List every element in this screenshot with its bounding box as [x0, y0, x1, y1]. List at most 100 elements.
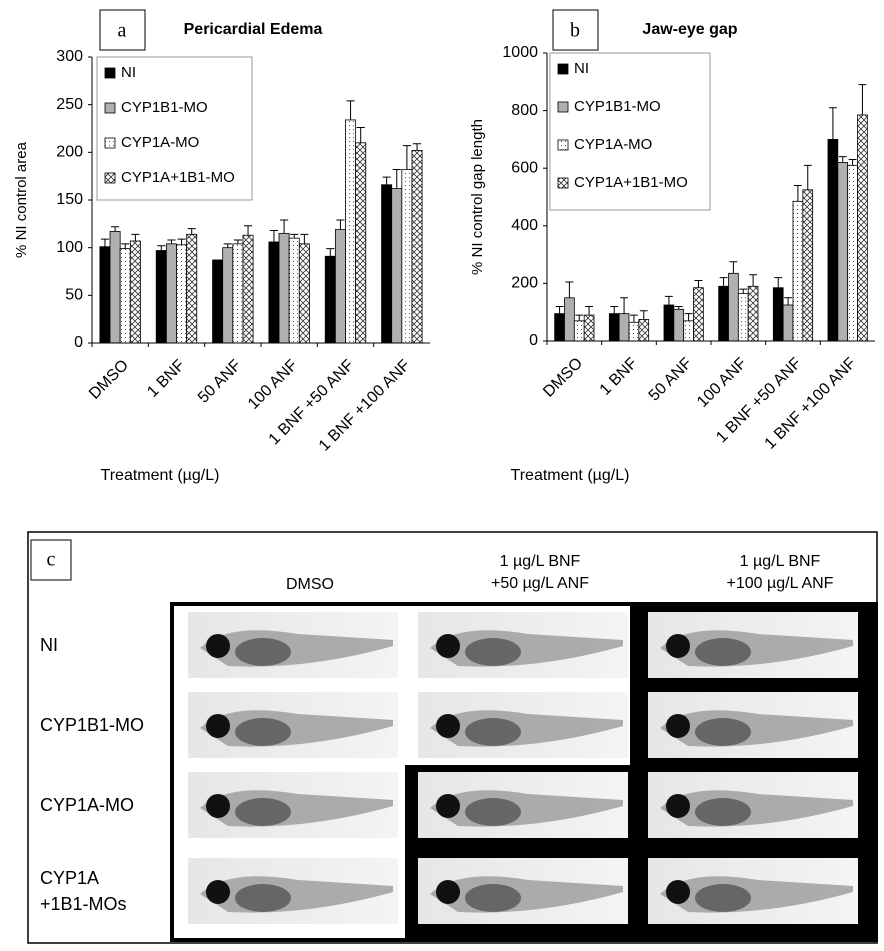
- legend-box: [96, 56, 253, 201]
- larva-yolk: [695, 798, 751, 826]
- error-bar: [187, 228, 196, 235]
- x-tick-label: 50 ANF: [195, 357, 245, 407]
- y-tick-label: 800: [511, 102, 538, 119]
- bar: [782, 304, 794, 342]
- bar: [802, 189, 814, 342]
- larva-yolk: [235, 718, 291, 746]
- larva-eye: [666, 880, 690, 904]
- larva-yolk: [235, 638, 291, 666]
- x-tick-label: 100 ANF: [245, 357, 301, 413]
- y-tick-label: 50: [65, 287, 83, 304]
- bar: [232, 243, 244, 344]
- y-tick-label: 200: [511, 275, 538, 292]
- row-label: CYP1A-MO: [40, 795, 134, 815]
- error-bar: [269, 230, 279, 242]
- error-bar: [111, 226, 120, 232]
- error-bar: [684, 313, 693, 321]
- x-tick-label: 1 BNF +100 ANF: [762, 355, 860, 453]
- panel-letter-box: [99, 9, 146, 51]
- larva-yolk: [465, 718, 521, 746]
- bar: [176, 244, 188, 344]
- bar: [837, 162, 849, 342]
- bar: [212, 259, 224, 344]
- error-bar: [664, 295, 673, 305]
- error-bar: [346, 100, 355, 120]
- bar: [109, 231, 121, 344]
- bar: [564, 297, 575, 342]
- larva-yolk: [695, 638, 751, 666]
- bar: [268, 241, 280, 344]
- column-header: DMSO: [286, 576, 334, 593]
- legend-label: CYP1A+1B1-MO: [121, 169, 235, 186]
- error-bar: [803, 164, 812, 190]
- row-label: CYP1B1-MO: [40, 715, 144, 735]
- bar: [728, 272, 739, 342]
- larva-eye: [666, 714, 690, 738]
- row-label: CYP1A: [40, 868, 99, 888]
- error-bar: [674, 305, 683, 310]
- bar: [554, 313, 565, 342]
- bar: [673, 308, 685, 342]
- x-tick-label: DMSO: [540, 355, 586, 401]
- error-bar: [729, 261, 738, 274]
- bar: [355, 142, 367, 344]
- bar: [401, 169, 413, 344]
- bar: [278, 232, 290, 344]
- y-tick-label: 250: [56, 96, 83, 113]
- error-bar: [121, 243, 130, 249]
- error-bar: [356, 127, 365, 143]
- error-bar: [639, 310, 648, 320]
- x-tick-label: 1 BNF: [144, 357, 188, 401]
- bar: [391, 188, 403, 344]
- error-bar: [555, 305, 564, 314]
- bar: [638, 318, 650, 342]
- bar: [288, 237, 300, 344]
- error-bar: [131, 233, 140, 241]
- bar: [242, 234, 254, 344]
- bar: [827, 138, 839, 342]
- x-tick-label: 100 ANF: [694, 355, 750, 411]
- row-label: NI: [40, 635, 58, 655]
- column-header: +50 µg/L ANF: [491, 575, 589, 592]
- chart-title: Jaw-eye gap: [642, 21, 737, 38]
- column-header: 1 µg/L BNF: [500, 553, 581, 570]
- error-bar: [300, 233, 309, 244]
- error-bar: [620, 297, 628, 314]
- error-bar: [610, 305, 619, 314]
- panel-letter: c: [47, 549, 56, 571]
- legend-label: NI: [574, 60, 589, 77]
- error-bar: [382, 176, 391, 185]
- larva-eye: [206, 794, 230, 818]
- error-bar: [412, 143, 422, 151]
- bar: [298, 243, 310, 344]
- larva-eye: [206, 714, 230, 738]
- legend-label: CYP1A-MO: [121, 134, 199, 151]
- bar: [222, 247, 234, 344]
- larva-eye: [666, 634, 690, 658]
- error-bar: [848, 159, 857, 166]
- y-axis-label: % NI control area: [13, 141, 30, 258]
- y-tick-label: 1000: [502, 44, 538, 61]
- bar: [747, 285, 759, 342]
- larva-eye: [436, 880, 460, 904]
- larva-eye: [436, 714, 460, 738]
- larva-yolk: [235, 798, 291, 826]
- bar: [618, 313, 630, 342]
- x-axis-label: Treatment (µg/L): [101, 467, 220, 484]
- error-bar: [280, 219, 289, 234]
- error-bar: [223, 243, 232, 248]
- bar: [165, 243, 177, 344]
- error-bar: [167, 239, 176, 244]
- bar: [792, 200, 804, 342]
- legend-swatch: [104, 172, 116, 184]
- error-bar: [157, 245, 166, 251]
- bar: [628, 321, 640, 342]
- legend-label: CYP1A-MO: [574, 136, 652, 153]
- bar: [334, 229, 346, 344]
- legend-swatch: [557, 101, 569, 113]
- error-bar: [838, 156, 847, 163]
- x-tick-label: 50 ANF: [646, 355, 696, 405]
- panel-letter: a: [118, 20, 127, 42]
- larva-yolk: [695, 884, 751, 912]
